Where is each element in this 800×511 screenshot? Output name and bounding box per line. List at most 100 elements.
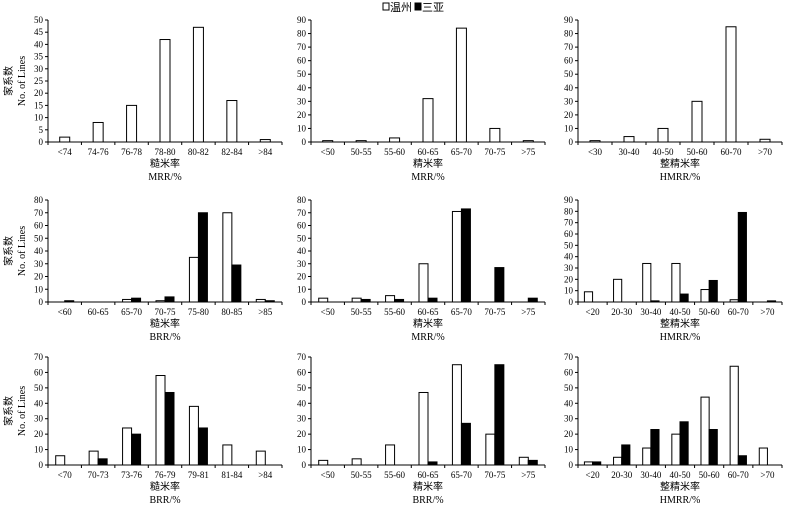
bar-wenzhou: [255, 298, 266, 303]
x-axis-label-cn: 整精米率: [660, 317, 700, 330]
x-tick-label: 60-70: [721, 147, 742, 157]
y-tick-label: 20: [34, 88, 44, 98]
y-tick-label: 35: [34, 52, 44, 62]
bar-wenzhou: [613, 278, 623, 303]
y-tick-label: 70: [34, 208, 44, 218]
bar-wenzhou: [385, 444, 396, 466]
bar-sanya: [621, 444, 631, 466]
bar-wenzhou: [451, 210, 462, 303]
bar-wenzhou: [729, 299, 739, 303]
bar-sanya: [427, 461, 438, 466]
bar-wenzhou: [318, 459, 329, 466]
bar-wenzhou: [623, 136, 635, 143]
y-tick-label: 60: [297, 221, 307, 231]
x-tick-label: <74: [58, 147, 73, 157]
bar-wenzhou: [351, 458, 362, 466]
x-axis-label-en: HMRR/%: [660, 495, 701, 506]
y-tick-label: 10: [297, 123, 307, 133]
x-tick-label: 78-80: [155, 147, 176, 157]
x-tick-label: 76-79: [155, 470, 176, 480]
y-tick-label: 50: [297, 69, 307, 79]
y-tick-label: 70: [297, 352, 307, 362]
x-tick-label: 50-60: [699, 470, 720, 480]
x-tick-label: >85: [258, 307, 273, 317]
legend-label-filled: 三亚: [422, 2, 444, 14]
y-tick-label: 70: [34, 352, 44, 362]
x-tick-label: 80-82: [188, 147, 209, 157]
y-tick-label: 50: [297, 233, 307, 243]
bar-wenzhou: [88, 450, 99, 466]
bar-sanya: [231, 264, 242, 303]
bar-wenzhou: [351, 297, 362, 303]
y-tick-label: 10: [564, 123, 574, 133]
x-tick-label: 30-40: [619, 147, 640, 157]
y-tick-label: 10: [34, 445, 44, 455]
bar-wenzhou: [642, 447, 652, 466]
bar-wenzhou: [122, 427, 133, 466]
x-tick-label: 20-30: [611, 470, 632, 480]
x-tick-label: 60-65: [88, 307, 109, 317]
x-tick-label: <50: [321, 147, 336, 157]
bar-sanya: [650, 429, 660, 466]
y-tick-label: 90: [297, 15, 307, 25]
chart-panel: 0 10 20 30 40 50 60 70 <70 70-73 73-76 76-79 79-81 81…: [2, 352, 283, 506]
x-tick-label: 60-65: [418, 307, 439, 317]
y-tick-label: 0: [39, 137, 44, 147]
bar-wenzhou: [122, 298, 133, 303]
y-tick-label: 40: [34, 246, 44, 256]
bar-wenzhou: [589, 140, 601, 143]
y-tick-label: 45: [34, 27, 44, 37]
bar-sanya: [679, 421, 689, 466]
x-axis-label-cn: 整精米率: [660, 480, 700, 493]
y-tick-label: 70: [564, 218, 574, 228]
bar-wenzhou: [418, 263, 429, 303]
y-tick-label: 40: [564, 83, 574, 93]
x-axis-label-en: BRR/%: [149, 332, 180, 343]
y-tick-label: 50: [564, 69, 574, 79]
x-tick-label: 70-73: [88, 470, 109, 480]
bar-wenzhou: [192, 26, 204, 143]
y-tick-label: 40: [297, 398, 307, 408]
y-tick-label: 90: [564, 15, 574, 25]
y-tick-label: 0: [39, 460, 44, 470]
chart-panel: 0 10 20 30 40 50 60 70 80 <60 60-65 65-70 70-75 75-80…: [2, 195, 283, 343]
y-tick-label: 0: [302, 460, 307, 470]
y-tick-label: 70: [297, 208, 307, 218]
bar-wenzhou: [155, 300, 166, 303]
x-tick-label: 82-84: [221, 147, 242, 157]
bar-sanya: [766, 300, 777, 303]
x-axis-label-cn: 精米率: [413, 317, 443, 330]
y-tick-label: 20: [297, 272, 307, 282]
x-tick-label: 79-81: [188, 470, 209, 480]
y-tick-label: 60: [564, 367, 574, 377]
x-tick-label: 55-60: [384, 307, 405, 317]
y-tick-label: 40: [34, 398, 44, 408]
bar-sanya: [494, 364, 505, 466]
x-tick-label: 55-60: [384, 470, 405, 480]
y-tick-label: 10: [34, 284, 44, 294]
bar-sanya: [131, 433, 142, 466]
bar-wenzhou: [700, 396, 710, 466]
bar-sanya: [131, 297, 142, 303]
bar-wenzhou: [422, 98, 434, 143]
x-tick-label: 74-76: [88, 147, 109, 157]
bar-wenzhou: [322, 140, 334, 143]
bar-sanya: [737, 455, 747, 466]
x-tick-label: >84: [258, 147, 273, 157]
x-tick-label: 60-70: [728, 470, 749, 480]
y-tick-label: 10: [564, 445, 574, 455]
y-tick-label: 20: [297, 429, 307, 439]
bar-sanya: [197, 427, 208, 466]
x-tick-label: 65-70: [121, 307, 142, 317]
bar-wenzhou: [583, 291, 594, 303]
bar-wenzhou: [729, 365, 739, 466]
y-tick-label: 90: [564, 195, 574, 205]
x-tick-label: >70: [760, 307, 775, 317]
bar-sanya: [360, 298, 371, 303]
bar-wenzhou: [691, 100, 703, 143]
bar-wenzhou: [671, 433, 681, 466]
x-tick-label: <50: [321, 307, 336, 317]
chart-panel: 0 10 20 30 40 50 60 70 <20 20-30 30-40 40-50 50-60 60…: [564, 352, 783, 506]
bar-wenzhou: [92, 121, 104, 143]
y-tick-label: 30: [564, 414, 574, 424]
